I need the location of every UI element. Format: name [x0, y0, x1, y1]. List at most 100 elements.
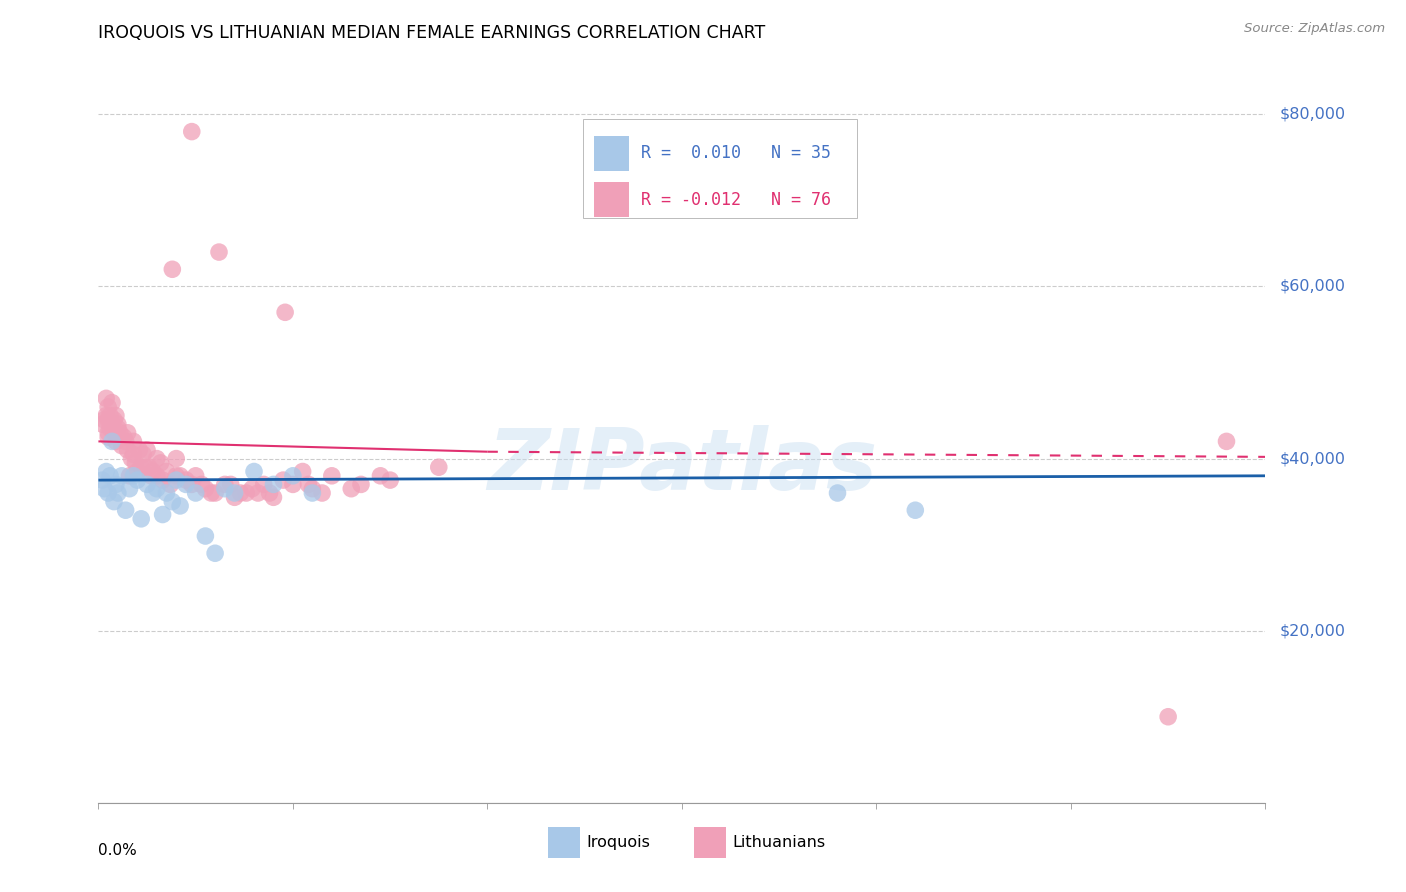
- Point: [96, 409, 118, 423]
- Point: [184, 486, 207, 500]
- Point: [121, 451, 143, 466]
- Point: [174, 477, 197, 491]
- Point: [139, 468, 162, 483]
- Point: [91, 417, 114, 432]
- FancyBboxPatch shape: [582, 119, 856, 218]
- Point: [142, 465, 165, 479]
- Point: [149, 456, 172, 470]
- Point: [97, 486, 120, 500]
- Point: [101, 417, 124, 432]
- Point: [204, 486, 226, 500]
- Point: [219, 477, 242, 491]
- Point: [271, 473, 294, 487]
- Point: [311, 486, 333, 500]
- Point: [136, 477, 159, 491]
- Point: [380, 473, 402, 487]
- Point: [155, 465, 177, 479]
- Point: [214, 482, 236, 496]
- Point: [165, 468, 187, 483]
- Point: [180, 125, 202, 139]
- Point: [274, 305, 297, 319]
- Point: [169, 468, 191, 483]
- Point: [235, 486, 257, 500]
- Point: [104, 434, 127, 449]
- Point: [301, 482, 323, 496]
- Point: [214, 477, 236, 491]
- Point: [108, 425, 131, 440]
- Point: [200, 486, 222, 500]
- Point: [104, 477, 127, 491]
- Text: Iroquois: Iroquois: [586, 835, 650, 850]
- Point: [117, 442, 139, 457]
- Point: [169, 499, 191, 513]
- Point: [253, 477, 276, 491]
- Point: [243, 465, 266, 479]
- Point: [118, 468, 141, 483]
- Point: [93, 413, 115, 427]
- Point: [93, 482, 115, 496]
- Point: [152, 473, 174, 487]
- FancyBboxPatch shape: [595, 136, 630, 171]
- Point: [97, 413, 120, 427]
- Point: [159, 477, 181, 491]
- Point: [281, 468, 304, 483]
- Point: [114, 503, 136, 517]
- Text: R =  0.010   N = 35: R = 0.010 N = 35: [641, 145, 831, 162]
- Point: [122, 447, 145, 461]
- Point: [1157, 710, 1180, 724]
- Point: [103, 494, 125, 508]
- Text: $80,000: $80,000: [1279, 107, 1346, 122]
- FancyBboxPatch shape: [693, 827, 727, 858]
- Point: [97, 400, 120, 414]
- Point: [107, 486, 129, 500]
- Text: Source: ZipAtlas.com: Source: ZipAtlas.com: [1244, 22, 1385, 36]
- Point: [165, 451, 187, 466]
- Point: [321, 468, 343, 483]
- Point: [174, 473, 197, 487]
- Point: [370, 468, 392, 483]
- Point: [240, 482, 263, 496]
- Point: [136, 442, 159, 457]
- Point: [146, 482, 169, 496]
- Point: [142, 486, 165, 500]
- Point: [98, 468, 121, 483]
- Text: IROQUOIS VS LITHUANIAN MEDIAN FEMALE EARNINGS CORRELATION CHART: IROQUOIS VS LITHUANIAN MEDIAN FEMALE EAR…: [98, 24, 766, 42]
- Point: [427, 460, 450, 475]
- Text: Lithuanians: Lithuanians: [733, 835, 825, 850]
- Point: [107, 417, 129, 432]
- Point: [204, 546, 226, 560]
- Point: [112, 430, 135, 444]
- Point: [224, 486, 246, 500]
- Point: [96, 392, 118, 406]
- Point: [262, 491, 284, 505]
- Point: [281, 477, 304, 491]
- Point: [301, 486, 323, 500]
- Point: [350, 477, 373, 491]
- Point: [340, 482, 363, 496]
- Point: [165, 473, 187, 487]
- Point: [208, 245, 231, 260]
- Point: [103, 425, 125, 440]
- Point: [97, 430, 120, 444]
- Text: R = -0.012   N = 76: R = -0.012 N = 76: [641, 191, 831, 209]
- Point: [904, 503, 927, 517]
- Point: [184, 468, 207, 483]
- Text: $60,000: $60,000: [1279, 279, 1346, 294]
- Point: [1215, 434, 1237, 449]
- Point: [103, 413, 125, 427]
- Point: [118, 482, 141, 496]
- Point: [132, 447, 155, 461]
- Text: $20,000: $20,000: [1279, 624, 1346, 638]
- Point: [262, 477, 284, 491]
- Point: [127, 465, 149, 479]
- Point: [122, 434, 145, 449]
- Point: [180, 477, 202, 491]
- Point: [129, 512, 152, 526]
- Point: [194, 529, 217, 543]
- Point: [111, 439, 134, 453]
- Point: [104, 409, 127, 423]
- FancyBboxPatch shape: [548, 827, 581, 858]
- Point: [117, 425, 139, 440]
- Point: [97, 425, 120, 440]
- Point: [122, 468, 145, 483]
